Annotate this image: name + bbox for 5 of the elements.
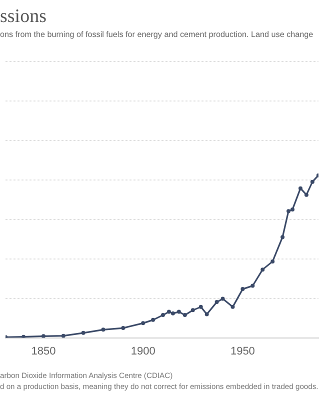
x-tick-label: 1900 <box>130 345 156 358</box>
chart-title: ssions <box>0 6 46 28</box>
chart-subtitle: ons from the burning of fossil fuels for energy and cement production. Land use change <box>0 30 314 39</box>
x-tick-label: 1850 <box>31 345 56 358</box>
x-tick-label: 1950 <box>230 345 255 358</box>
